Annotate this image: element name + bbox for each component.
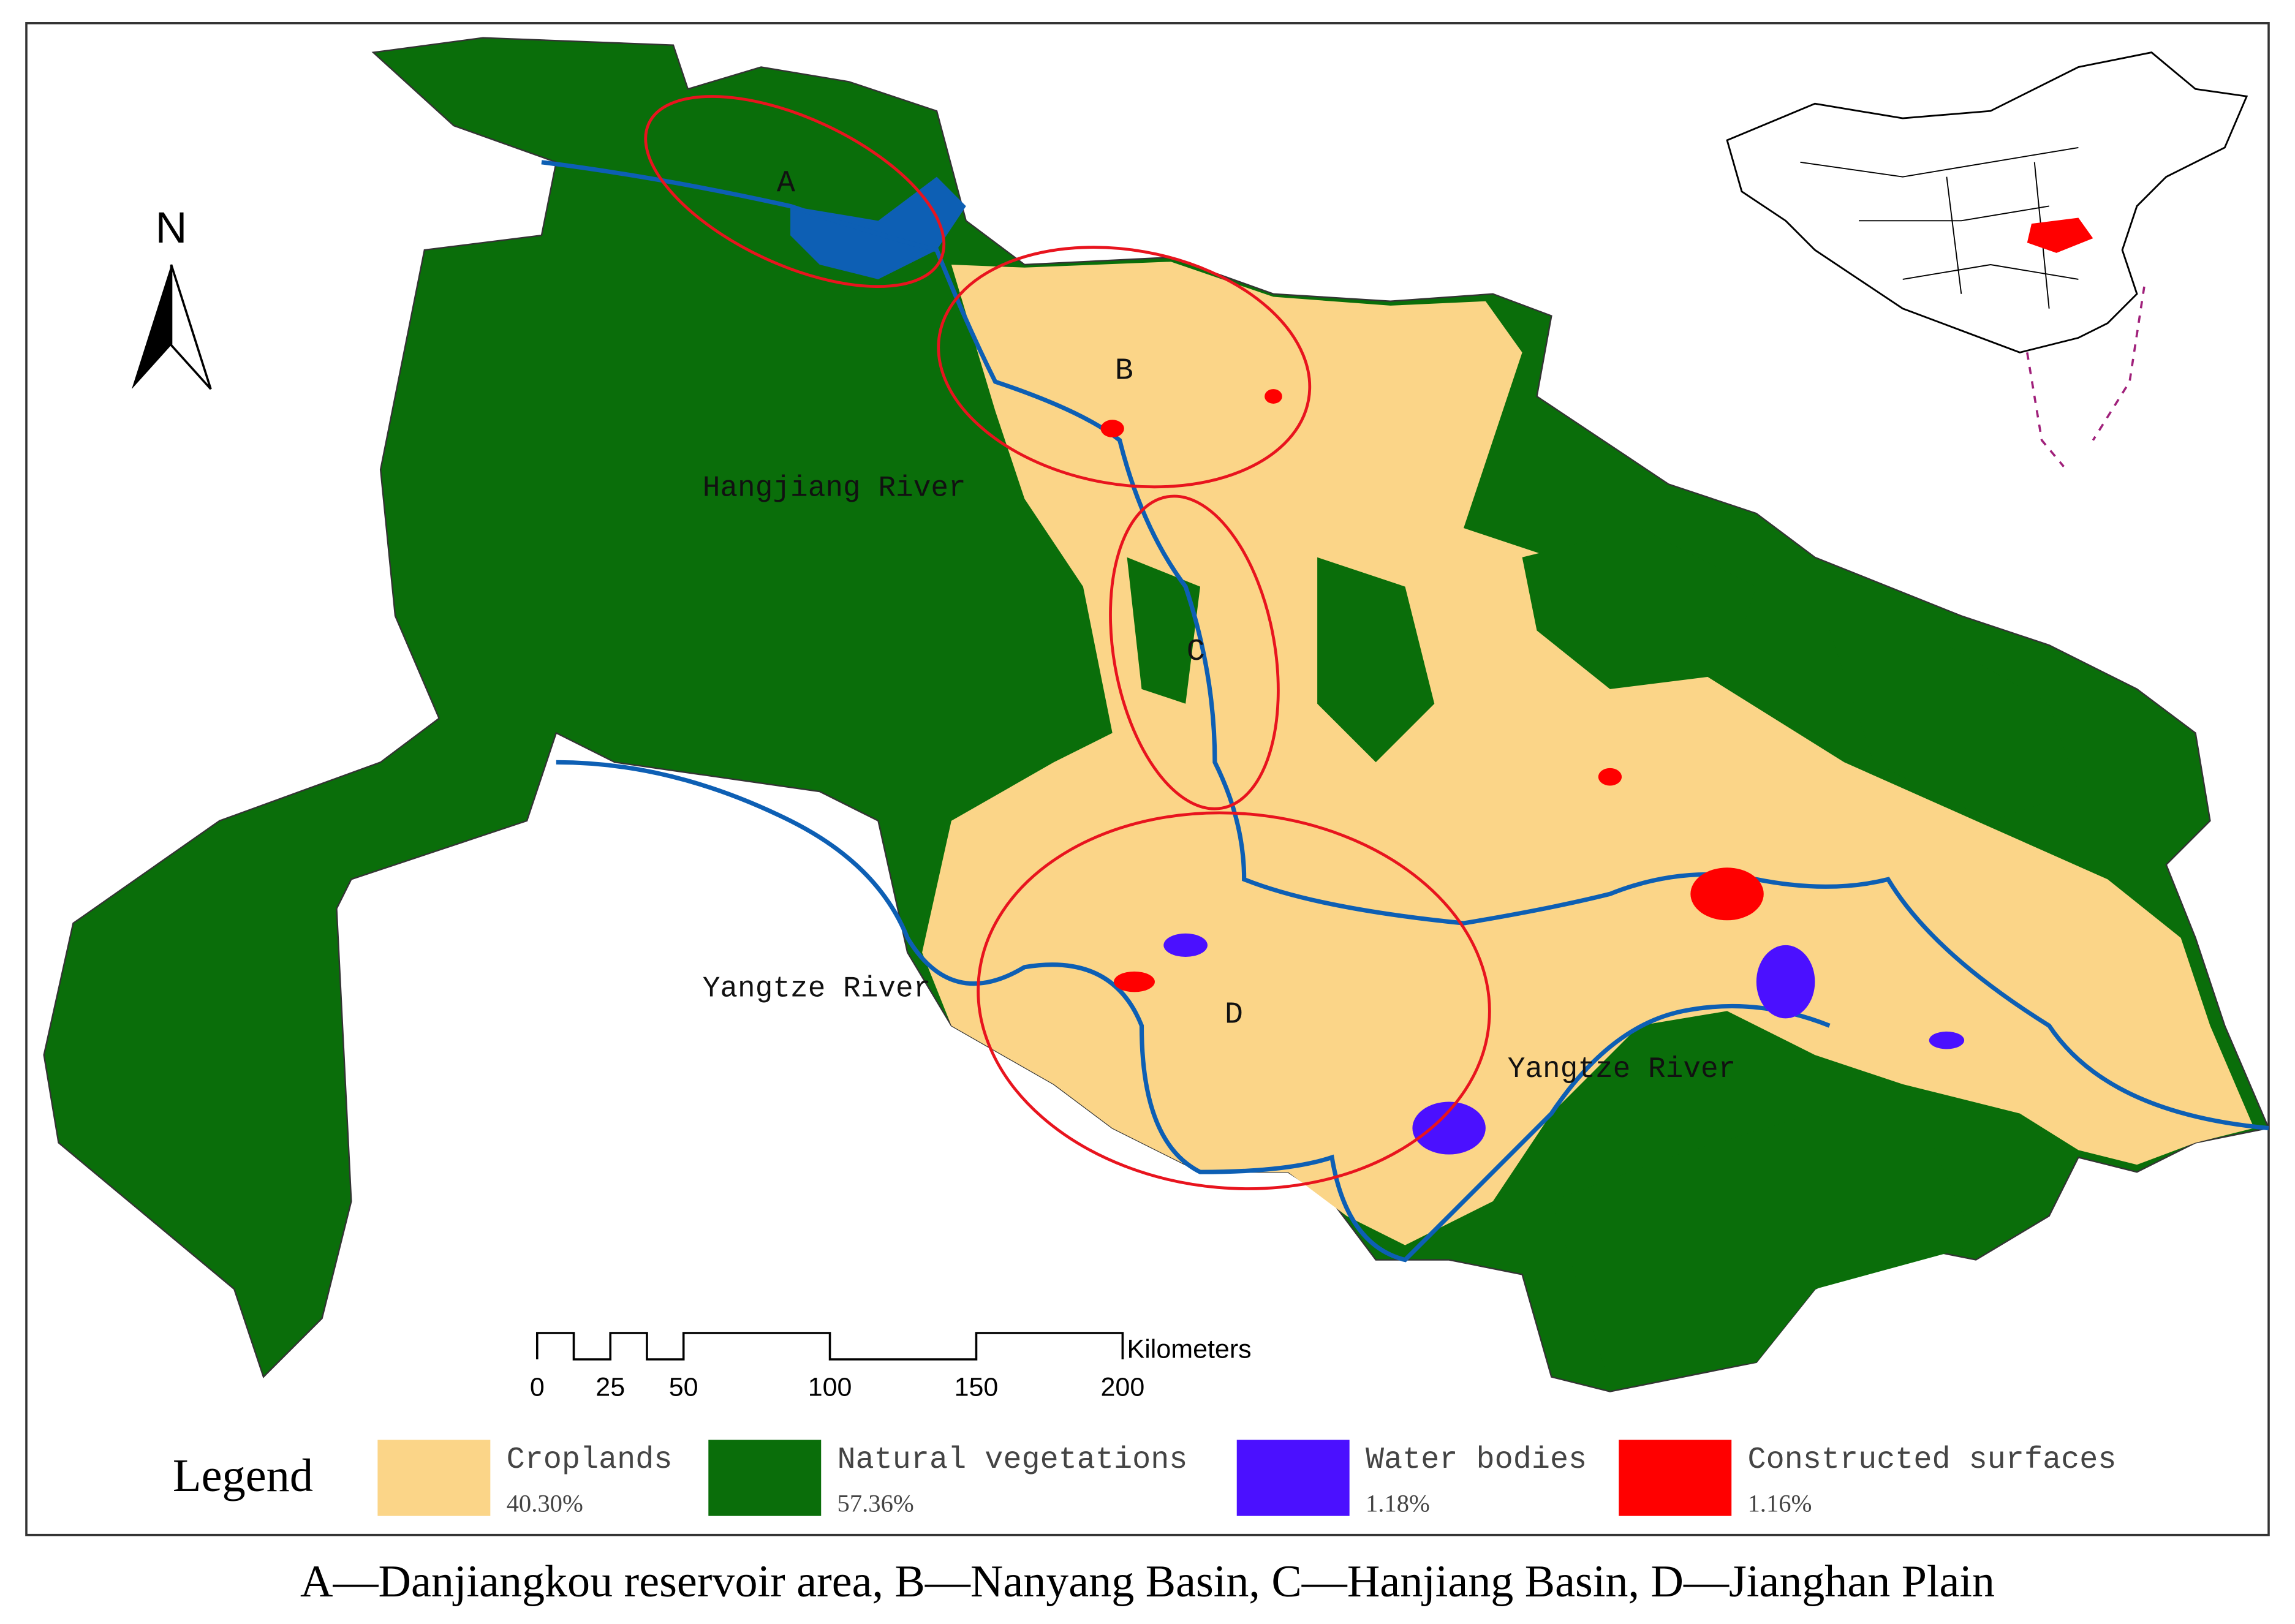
legend-swatch (1236, 1440, 1350, 1516)
scale-tick-label: 100 (808, 1373, 852, 1402)
region-label: D (1225, 998, 1243, 1033)
legend-label: Constructed surfaces (1748, 1443, 2117, 1478)
caption: A—Danjiangkou reservoir area, B—Nanyang … (300, 1557, 1995, 1607)
legend-label: Water bodies (1366, 1443, 1587, 1478)
legend-title: Legend (173, 1449, 313, 1501)
river-label: Yangtze River (1508, 1053, 1736, 1086)
north-label: N (156, 203, 187, 252)
water-bodies (1163, 933, 1965, 1155)
river (556, 760, 1831, 1263)
scale-tick-label: 25 (595, 1373, 625, 1402)
legend-share: 40.30% (507, 1489, 583, 1517)
cropland-area (922, 262, 2255, 1245)
constructed-surfaces (1100, 389, 1764, 992)
legend-swatch (1619, 1440, 1732, 1516)
legend-swatch (377, 1440, 491, 1516)
scale-tick-label: 150 (955, 1373, 999, 1402)
scale-tick-label: 50 (669, 1373, 698, 1402)
north-arrow (170, 264, 212, 390)
inset-china (1726, 51, 2248, 467)
danjiangkou-reservoir (790, 176, 966, 279)
vegetation-patches (1127, 528, 2079, 1384)
legend-label: Natural vegetations (837, 1443, 1188, 1478)
scale-tick-label: 0 (530, 1373, 545, 1402)
scale-bar (535, 1332, 1124, 1361)
region-label: A (777, 167, 796, 202)
river-label: Hangjiang River (703, 472, 966, 505)
river (541, 160, 2269, 1131)
region-label: B (1115, 353, 1133, 388)
region-label: C (1187, 635, 1205, 670)
region-ellipses (644, 95, 1491, 1190)
river-label: Yangtze River (703, 973, 931, 1006)
legend-swatch (708, 1440, 822, 1516)
legend-share: 1.16% (1748, 1489, 1812, 1517)
legend-share: 1.18% (1366, 1489, 1430, 1517)
legend-label: Croplands (507, 1443, 673, 1478)
scale-unit: Kilometers (1127, 1335, 1252, 1364)
scale-tick-label: 200 (1101, 1373, 1145, 1402)
legend-share: 57.36% (837, 1489, 914, 1517)
